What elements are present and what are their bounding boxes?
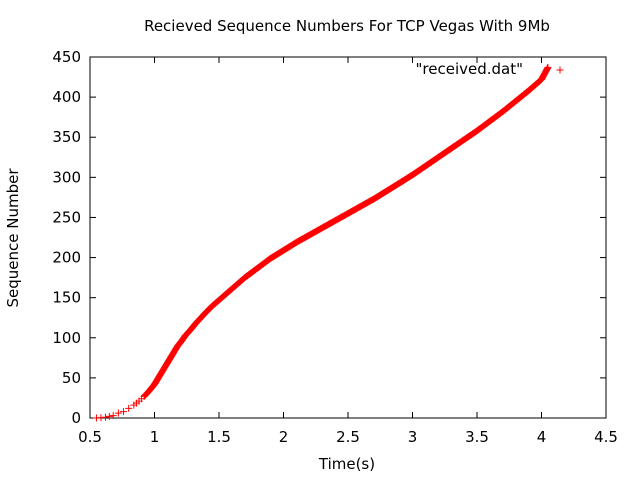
x-tick: 0.5 — [78, 57, 102, 446]
x-tick-label: 4.5 — [594, 428, 618, 446]
data-points — [92, 63, 552, 422]
y-axis-ticks: 0 50 100 150 200 250 300 350 400 450 — [52, 48, 606, 427]
y-tick-label: 0 — [71, 409, 81, 427]
y-tick: 350 — [52, 128, 606, 146]
y-tick: 100 — [52, 329, 606, 347]
data-point — [101, 413, 109, 421]
x-tick: 2.5 — [336, 57, 360, 446]
x-tick: 3.5 — [465, 57, 489, 446]
x-tick: 2 — [279, 57, 289, 446]
y-tick-label: 200 — [52, 249, 81, 267]
x-tick-label: 1.5 — [207, 428, 231, 446]
x-tick-label: 3.5 — [465, 428, 489, 446]
y-tick: 200 — [52, 249, 606, 267]
y-tick: 50 — [62, 369, 606, 387]
x-axis-ticks: 0.5 1 1.5 2 2.5 3 3.5 4 4.5 — [78, 57, 618, 446]
data-point — [544, 63, 552, 71]
y-tick-label: 350 — [52, 128, 81, 146]
y-tick-label: 250 — [52, 208, 81, 226]
x-tick-label: 0.5 — [78, 428, 102, 446]
x-tick-label: 3 — [408, 428, 418, 446]
data-point — [120, 408, 128, 416]
y-tick-label: 450 — [52, 48, 81, 66]
legend-marker — [556, 66, 564, 74]
y-tick-label: 400 — [52, 88, 81, 106]
data-point — [114, 409, 122, 417]
x-tick: 1 — [150, 57, 160, 446]
y-tick: 250 — [52, 208, 606, 226]
y-tick: 400 — [52, 88, 606, 106]
chart-title: Recieved Sequence Numbers For TCP Vegas … — [144, 17, 550, 35]
data-point — [109, 412, 117, 420]
legend-label: "received.dat" — [416, 60, 524, 78]
y-tick-label: 50 — [62, 369, 81, 387]
x-tick: 1.5 — [207, 57, 231, 446]
x-axis-label: Time(s) — [318, 455, 375, 473]
x-tick: 4 — [537, 57, 547, 446]
x-tick-label: 2.5 — [336, 428, 360, 446]
y-tick-label: 150 — [52, 289, 81, 307]
y-tick: 450 — [52, 48, 606, 66]
y-tick: 150 — [52, 289, 606, 307]
data-point — [105, 412, 113, 420]
legend-marker-plus — [556, 66, 564, 74]
data-point — [125, 404, 133, 412]
y-axis-label: Sequence Number — [4, 168, 22, 308]
y-tick-label: 100 — [52, 329, 81, 347]
x-tick-label: 2 — [279, 428, 289, 446]
legend: "received.dat" — [416, 60, 564, 78]
y-tick-label: 300 — [52, 168, 81, 186]
y-tick: 300 — [52, 168, 606, 186]
x-tick: 3 — [408, 57, 418, 446]
x-tick-label: 1 — [150, 428, 160, 446]
x-tick: 4.5 — [594, 57, 618, 446]
x-tick-label: 4 — [537, 428, 547, 446]
